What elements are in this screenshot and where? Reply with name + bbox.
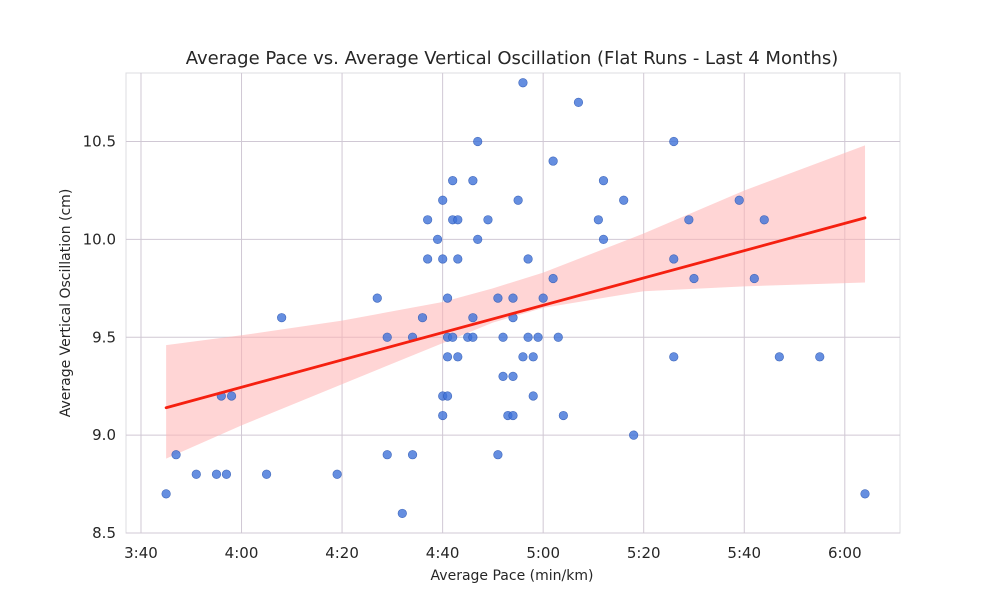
scatter-point	[498, 332, 508, 342]
scatter-point	[453, 215, 463, 225]
scatter-point	[453, 352, 463, 362]
scatter-point	[619, 195, 629, 205]
scatter-point	[759, 215, 769, 225]
scatter-point	[442, 293, 453, 303]
scatter-point	[598, 234, 609, 244]
scatter-point	[448, 332, 458, 342]
y-tick-label: 9.5	[92, 328, 116, 346]
scatter-point	[382, 450, 392, 460]
grid-lines	[126, 73, 900, 534]
y-axis-label: Average Vertical Oscillation (cm)	[58, 189, 74, 418]
scatter-point	[689, 273, 699, 284]
scatter-point	[438, 410, 448, 421]
chart-title: Average Pace vs. Average Vertical Oscill…	[186, 48, 839, 69]
scatter-point	[538, 293, 548, 303]
scatter-point	[473, 234, 483, 244]
x-tick-label: 5:40	[727, 544, 761, 562]
scatter-point	[442, 391, 453, 401]
scatter-point	[382, 332, 392, 342]
scatter-point	[548, 273, 558, 284]
scatter-point	[397, 508, 407, 519]
scatter-point	[518, 352, 528, 362]
y-tick-label: 9.0	[92, 426, 116, 444]
scatter-point	[498, 371, 508, 382]
scatter-point	[372, 293, 382, 303]
regression-line-group	[164, 216, 867, 410]
x-axis-label: Average Pace (min/km)	[431, 568, 594, 584]
scatter-point	[191, 469, 201, 479]
scatter-point	[523, 332, 533, 342]
x-axis-ticks: 3:40 4:00 4:20 4:40 5:00 5:20 5:40 6:00	[124, 544, 861, 562]
scatter-point	[332, 469, 342, 479]
scatter-point	[523, 254, 533, 264]
scatter-point	[528, 391, 538, 401]
scatter-point	[528, 352, 538, 362]
scatter-point	[473, 136, 483, 147]
scatter-point	[518, 78, 528, 88]
scatter-point	[508, 293, 518, 303]
scatter-point	[533, 332, 543, 342]
scatter-point	[483, 215, 493, 225]
scatter-point	[493, 450, 503, 460]
y-tick-label: 8.5	[92, 524, 116, 542]
scatter-point	[513, 195, 523, 205]
scatter-point	[629, 430, 639, 440]
scatter-point	[417, 313, 428, 323]
scatter-point	[468, 332, 478, 342]
scatter-point	[508, 410, 518, 421]
scatter-point	[211, 469, 222, 479]
scatter-point	[442, 352, 453, 362]
x-tick-label: 4:40	[426, 544, 460, 562]
scatter-point	[423, 215, 433, 225]
scatter-point	[749, 273, 759, 284]
scatter-point	[407, 450, 418, 460]
scatter-point	[261, 469, 272, 479]
scatter-point	[598, 176, 609, 186]
scatter-point	[669, 254, 679, 264]
scatter-point	[573, 97, 584, 107]
scatter-point	[453, 254, 463, 264]
scatter-point	[423, 254, 433, 264]
x-tick-label: 6:00	[828, 544, 862, 562]
y-tick-label: 10.0	[83, 230, 116, 248]
scatter-point	[860, 489, 870, 499]
scatter-point	[448, 176, 458, 186]
scatter-point	[734, 195, 744, 205]
scatter-point	[432, 234, 443, 244]
x-tick-label: 4:00	[225, 544, 259, 562]
scatter-point	[684, 215, 694, 225]
scatter-point	[277, 313, 287, 323]
x-tick-label: 5:00	[526, 544, 560, 562]
scatter-point	[669, 352, 679, 362]
scatter-point	[558, 410, 568, 421]
x-tick-label: 5:20	[627, 544, 661, 562]
scatter-point	[669, 136, 679, 147]
x-tick-label: 4:20	[325, 544, 359, 562]
y-axis-ticks: 8.5 9.0 9.5 10.0 10.5	[83, 133, 116, 542]
scatter-point	[493, 293, 503, 303]
scatter-point	[226, 391, 237, 401]
scatter-point	[468, 176, 478, 186]
regression-line	[164, 216, 867, 410]
scatter-point	[438, 195, 448, 205]
scatter-point	[774, 352, 784, 362]
scatter-point	[508, 371, 518, 382]
y-tick-label: 10.5	[83, 133, 116, 151]
x-tick-label: 3:40	[124, 544, 158, 562]
scatter-point	[161, 489, 171, 499]
scatter-point	[553, 332, 563, 342]
scatter-point	[171, 450, 181, 460]
scatter-point	[593, 215, 603, 225]
scatter-point	[221, 469, 232, 479]
data-points	[161, 78, 870, 519]
scatter-point	[548, 156, 558, 166]
scatter-point	[468, 313, 478, 323]
scatter-point	[438, 254, 448, 264]
scatter-point	[815, 352, 825, 362]
